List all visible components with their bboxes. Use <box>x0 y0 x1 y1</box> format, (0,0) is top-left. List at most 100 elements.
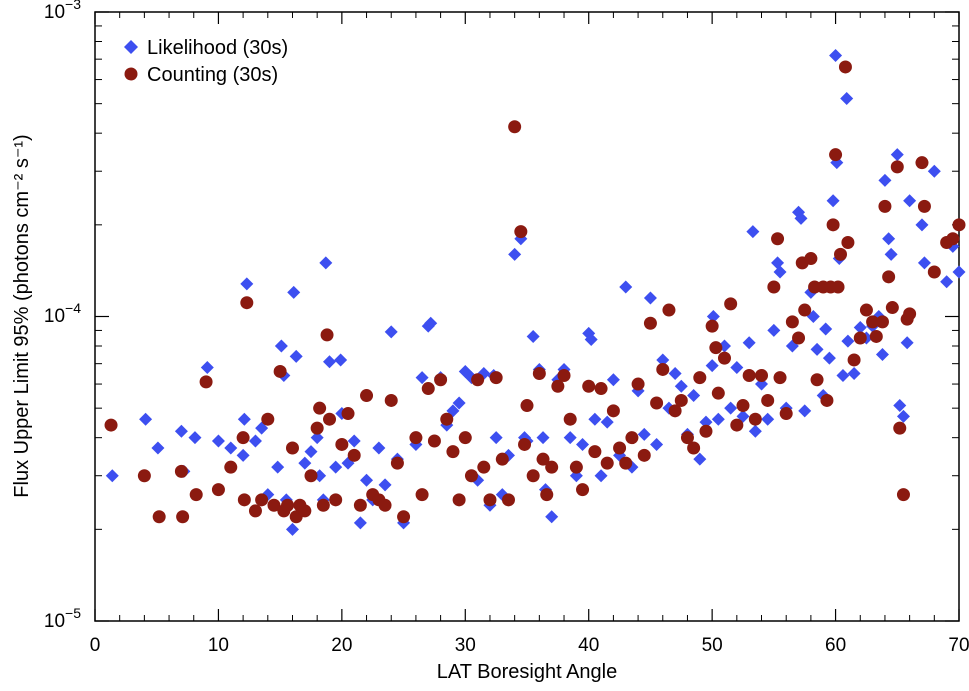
counting-point <box>637 448 651 462</box>
counting-point <box>409 431 423 445</box>
counting-point <box>304 469 318 483</box>
counting-point <box>952 218 966 232</box>
counting-point <box>273 364 287 378</box>
likelihood-point <box>139 412 153 426</box>
counting-point <box>810 373 824 387</box>
likelihood-point <box>298 456 312 470</box>
likelihood-point <box>822 351 836 365</box>
likelihood-point <box>360 473 374 487</box>
likelihood-point <box>810 342 824 356</box>
y-tick-label-1e-3: 10−3 <box>44 0 81 23</box>
counting-point <box>594 382 608 396</box>
likelihood-point <box>600 415 614 429</box>
counting-point <box>335 437 349 451</box>
likelihood-point <box>378 478 392 492</box>
counting-point <box>224 460 238 474</box>
counting-point <box>248 504 262 518</box>
counting-point <box>606 404 620 418</box>
counting-point <box>323 412 337 426</box>
likelihood-point <box>761 412 775 426</box>
likelihood-point <box>742 336 756 350</box>
counting-point <box>310 421 324 435</box>
likelihood-point <box>545 510 559 524</box>
likelihood-point <box>334 353 348 367</box>
counting-point <box>421 382 435 396</box>
likelihood-point <box>847 366 861 380</box>
likelihood-point <box>224 441 238 455</box>
counting-point <box>267 498 281 512</box>
counting-point <box>792 331 806 345</box>
series-counting <box>104 60 966 524</box>
counting-point <box>896 488 910 502</box>
counting-point <box>613 441 627 455</box>
likelihood-point <box>668 366 682 380</box>
counting-point <box>847 353 861 367</box>
likelihood-point <box>237 412 251 426</box>
likelihood-point <box>650 437 664 451</box>
counting-point <box>316 498 330 512</box>
counting-point <box>174 464 188 478</box>
likelihood-point <box>285 522 299 536</box>
counting-point <box>518 437 532 451</box>
counting-point <box>917 199 931 213</box>
likelihood-point <box>705 359 719 373</box>
likelihood-point <box>893 399 907 413</box>
legend: Likelihood (30s) Counting (30s) <box>124 37 288 86</box>
counting-point <box>829 148 843 162</box>
likelihood-point <box>347 434 361 448</box>
counting-point <box>298 504 312 518</box>
likelihood-point <box>526 329 540 343</box>
counting-point <box>211 483 225 497</box>
likelihood-point <box>236 448 250 462</box>
likelihood-point <box>489 431 503 445</box>
counting-point <box>452 493 466 507</box>
counting-point <box>545 460 559 474</box>
likelihood-point <box>826 194 840 208</box>
counting-point <box>576 483 590 497</box>
counting-point <box>446 445 460 459</box>
counting-point <box>477 460 491 474</box>
likelihood-point <box>952 265 966 279</box>
counting-point <box>869 329 883 343</box>
likelihood-point <box>594 469 608 483</box>
likelihood-point <box>329 460 343 474</box>
counting-point <box>526 469 540 483</box>
likelihood-point <box>917 256 931 270</box>
counting-point <box>347 448 361 462</box>
counting-point <box>532 366 546 380</box>
likelihood-point <box>798 404 812 418</box>
likelihood-point <box>384 325 398 339</box>
counting-point <box>748 412 762 426</box>
counting-point <box>489 371 503 385</box>
x-axis-title: LAT Boresight Angle <box>437 661 618 683</box>
likelihood-point <box>794 211 808 225</box>
x-axis-ticks <box>94 12 960 621</box>
likelihood-point <box>319 256 333 270</box>
counting-point <box>625 431 639 445</box>
counting-point <box>798 303 812 317</box>
counting-point <box>668 404 682 418</box>
likelihood-point <box>271 460 285 474</box>
counting-point <box>495 452 509 466</box>
counting-point <box>674 393 688 407</box>
x-tick-label-20: 20 <box>331 635 352 656</box>
likelihood-point <box>927 164 941 178</box>
likelihood-point <box>415 371 429 385</box>
likelihood-point <box>896 409 910 423</box>
counting-point <box>915 156 929 170</box>
likelihood-point <box>188 431 202 445</box>
counting-point <box>415 488 429 502</box>
likelihood-point <box>819 322 833 336</box>
counting-point <box>313 401 327 415</box>
counting-point <box>742 369 756 383</box>
counting-point <box>705 319 719 333</box>
likelihood-point <box>711 412 725 426</box>
counting-point <box>730 418 744 432</box>
likelihood-point <box>287 285 301 299</box>
counting-point <box>785 315 799 329</box>
counting-point <box>588 445 602 459</box>
counting-point <box>237 493 251 507</box>
counting-point <box>771 232 785 246</box>
likelihood-point <box>748 424 762 438</box>
